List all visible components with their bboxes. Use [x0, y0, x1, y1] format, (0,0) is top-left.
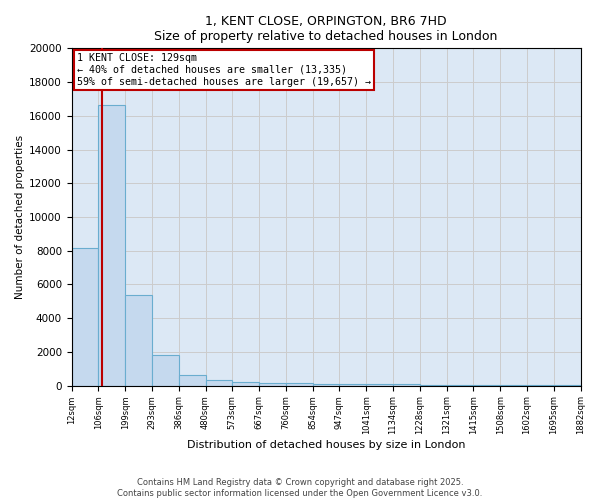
Text: Contains HM Land Registry data © Crown copyright and database right 2025.
Contai: Contains HM Land Registry data © Crown c…	[118, 478, 482, 498]
Bar	[446, 385, 473, 386]
Bar	[313, 384, 340, 386]
Y-axis label: Number of detached properties: Number of detached properties	[15, 135, 25, 299]
Bar	[125, 296, 152, 386]
Bar	[71, 248, 98, 386]
Bar	[206, 380, 232, 386]
Bar	[340, 384, 366, 386]
Bar	[152, 355, 179, 386]
Bar	[554, 385, 580, 386]
Bar	[473, 385, 500, 386]
Bar	[527, 385, 554, 386]
Bar	[286, 383, 313, 386]
Bar	[98, 105, 125, 386]
Bar	[393, 384, 420, 386]
Title: 1, KENT CLOSE, ORPINGTON, BR6 7HD
Size of property relative to detached houses i: 1, KENT CLOSE, ORPINGTON, BR6 7HD Size o…	[154, 15, 498, 43]
Bar	[259, 382, 286, 386]
X-axis label: Distribution of detached houses by size in London: Distribution of detached houses by size …	[187, 440, 466, 450]
Bar	[179, 374, 206, 386]
Bar	[420, 384, 446, 386]
Text: 1 KENT CLOSE: 129sqm
← 40% of detached houses are smaller (13,335)
59% of semi-d: 1 KENT CLOSE: 129sqm ← 40% of detached h…	[77, 54, 371, 86]
Bar	[500, 385, 527, 386]
Bar	[232, 382, 259, 386]
Bar	[366, 384, 393, 386]
